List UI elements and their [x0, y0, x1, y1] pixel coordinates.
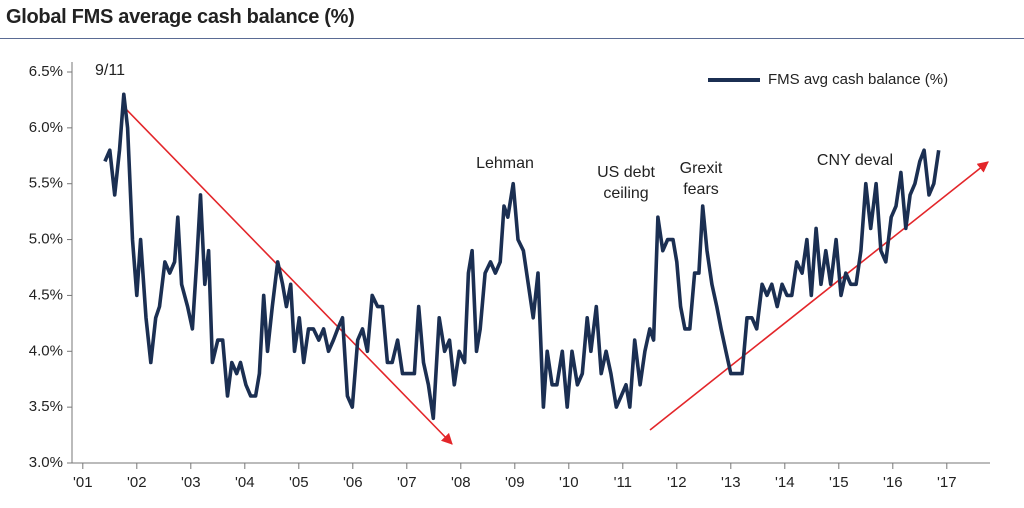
trend-arrow — [649, 161, 989, 431]
x-tick-label: '13 — [721, 474, 741, 491]
annotation: 9/11 — [95, 62, 125, 79]
x-tick-label: '04 — [235, 474, 255, 491]
x-tick-label: '08 — [451, 474, 471, 491]
x-tick-label: '16 — [883, 474, 903, 491]
chart-title: Global FMS average cash balance (%) — [6, 6, 355, 28]
annotation: CNY deval — [816, 152, 894, 169]
y-tick-label: 6.5% — [29, 63, 63, 80]
x-tick-label: '15 — [829, 474, 849, 491]
x-tick-label: '02 — [127, 474, 147, 491]
annotation: Grexit fears — [679, 160, 723, 198]
y-tick-label: 5.0% — [29, 231, 63, 248]
y-tick-label: 6.0% — [29, 119, 63, 136]
x-tick-label: '03 — [181, 474, 201, 491]
y-tick-label: 4.5% — [29, 286, 63, 303]
x-tick-label: '12 — [667, 474, 687, 491]
x-tick-label: '06 — [343, 474, 363, 491]
x-tick-label: '07 — [397, 474, 417, 491]
y-tick-label: 3.5% — [29, 398, 63, 415]
y-tick-label: 4.0% — [29, 342, 63, 359]
x-tick-label: '17 — [937, 474, 957, 491]
x-tick-label: '09 — [505, 474, 525, 491]
x-tick-label: '10 — [559, 474, 579, 491]
y-tick-label: 3.0% — [29, 454, 63, 471]
annotation: Lehman — [476, 155, 534, 172]
x-tick-label: '14 — [775, 474, 795, 491]
x-tick-label: '11 — [614, 474, 632, 491]
legend-label: FMS avg cash balance (%) — [768, 71, 948, 88]
x-tick-label: '01 — [73, 474, 93, 491]
title-rule — [0, 38, 1024, 39]
trend-arrow — [121, 104, 453, 445]
data-line — [103, 92, 941, 421]
y-tick-label: 5.5% — [29, 175, 63, 192]
annotation: US debt ceiling — [597, 164, 655, 202]
x-tick-label: '05 — [289, 474, 309, 491]
